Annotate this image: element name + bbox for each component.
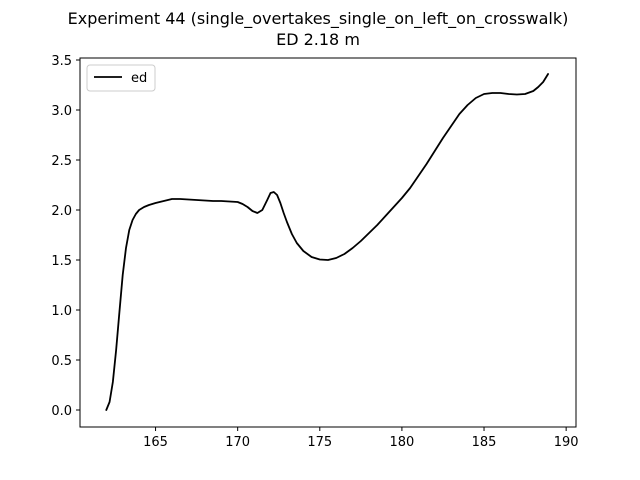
y-tick-label: 1.0 — [51, 304, 72, 319]
series-line-ed — [105, 73, 549, 411]
plot-area — [79, 57, 577, 428]
x-axis: 165 170 175 180 185 190 — [143, 427, 579, 450]
y-tick-label: 0.0 — [51, 404, 72, 419]
legend: ed — [86, 64, 156, 92]
y-tick-label: 2.5 — [51, 154, 72, 169]
y-tick-label: 3.5 — [51, 54, 72, 69]
x-tick-label: 185 — [472, 435, 497, 450]
legend-box — [86, 64, 156, 92]
y-tick-label: 3.0 — [51, 104, 72, 119]
y-tick-label: 0.5 — [51, 354, 72, 369]
chart-subtitle: ED 2.18 m — [276, 30, 360, 49]
chart-title: Experiment 44 (single_overtakes_single_o… — [68, 9, 569, 29]
y-tick-label: 2.0 — [51, 204, 72, 219]
y-axis: 0.0 0.5 1.0 1.5 2.0 2.5 3.0 3.5 — [51, 54, 80, 419]
legend-label-ed: ed — [131, 71, 147, 86]
x-tick-label: 190 — [554, 435, 579, 450]
y-tick-label: 1.5 — [51, 254, 72, 269]
axes-frame — [79, 57, 577, 428]
x-tick-label: 170 — [225, 435, 250, 450]
x-tick-label: 165 — [143, 435, 168, 450]
x-tick-label: 180 — [389, 435, 414, 450]
x-tick-label: 175 — [307, 435, 332, 450]
